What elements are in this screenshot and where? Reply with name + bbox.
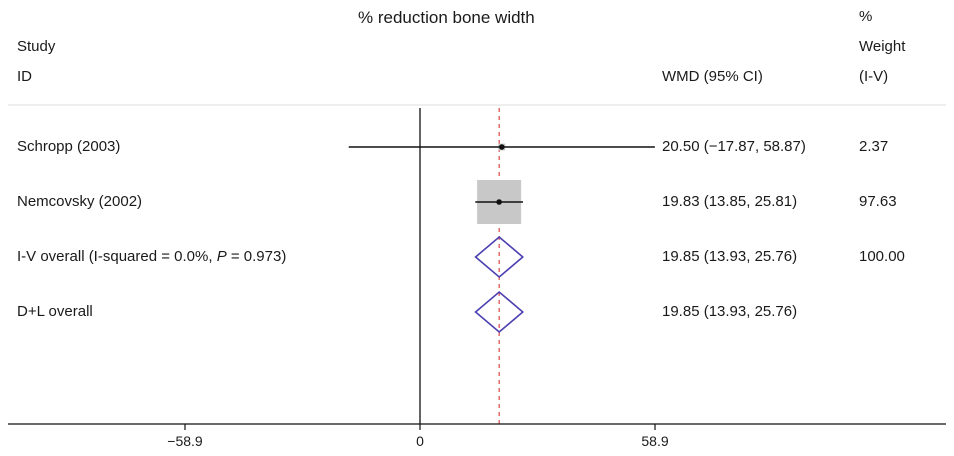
study-ci-text: 19.83 (13.85, 25.81) — [662, 193, 798, 210]
header-weight: Weight — [859, 38, 906, 55]
study-ci-text: 20.50 (−17.87, 58.87) — [662, 138, 806, 155]
point-estimate — [498, 144, 505, 150]
overall-label-p: P — [216, 248, 227, 265]
overall-label: D+L overall — [17, 303, 93, 320]
study-weight: 97.63 — [859, 193, 897, 210]
study-weight: 2.37 — [859, 138, 889, 155]
header-weight-symbol: % — [859, 8, 873, 25]
overall-weight: 100.00 — [859, 248, 905, 265]
x-tick-label: 58.9 — [641, 433, 668, 449]
overall-label-post: = 0.973) — [226, 248, 287, 265]
header-effect: WMD (95% CI) — [662, 68, 763, 85]
overall-ci-text: 19.85 (13.93, 25.76) — [662, 303, 798, 320]
x-tick-label: −58.9 — [167, 433, 203, 449]
header-weight-method: (I-V) — [859, 68, 889, 85]
pooled-diamond — [474, 290, 525, 334]
overall-ci-text: 19.85 (13.93, 25.76) — [662, 248, 798, 265]
overall-label-pre: I-V overall (I-squared = 0.0%, — [17, 248, 217, 265]
header-id: ID — [17, 68, 32, 85]
overall-label: I-V overall (I-squared = 0.0%, P = 0.973… — [17, 248, 286, 266]
study-label: Schropp (2003) — [17, 138, 121, 155]
x-tick-label: 0 — [416, 433, 424, 449]
study-label: Nemcovsky (2002) — [17, 193, 143, 210]
pooled-diamond — [474, 235, 525, 279]
point-estimate — [496, 199, 502, 205]
header-study: Study — [17, 38, 56, 55]
chart-title: % reduction bone width — [358, 8, 535, 27]
